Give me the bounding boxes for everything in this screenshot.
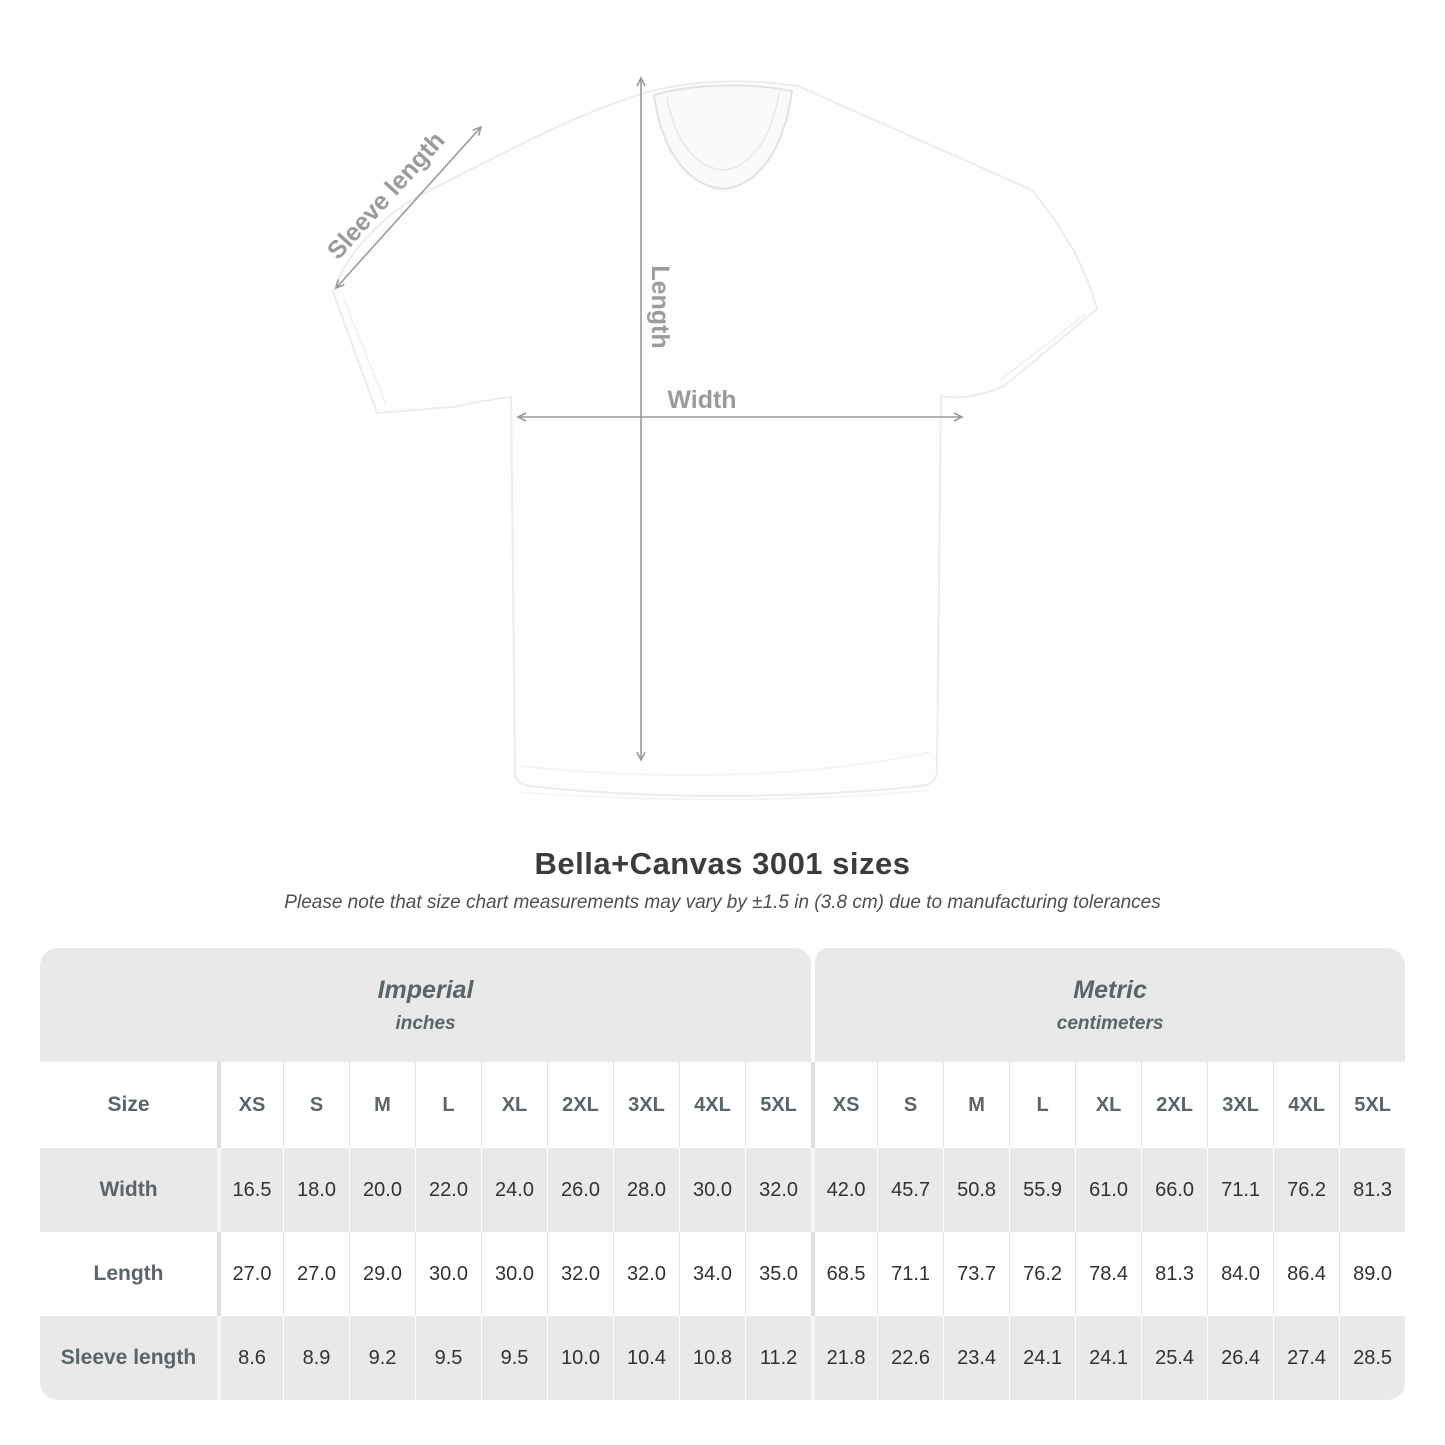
measurement-cell-imperial: 22.0	[415, 1148, 481, 1232]
measurement-cell-metric: 45.7	[877, 1148, 944, 1232]
size-col-header-metric-3xl: 3XL	[1207, 1062, 1274, 1148]
size-col-header-metric-l: L	[1009, 1062, 1076, 1148]
measurement-cell-metric: 76.2	[1009, 1232, 1076, 1316]
measurement-cell-metric: 24.1	[1075, 1316, 1142, 1400]
measurement-cell-metric: 81.3	[1141, 1232, 1208, 1316]
measurement-cell-imperial: 27.0	[283, 1232, 349, 1316]
measurement-cell-metric: 81.3	[1339, 1148, 1406, 1232]
size-col-header-metric-xl: XL	[1075, 1062, 1142, 1148]
measurement-cell-metric: 55.9	[1009, 1148, 1076, 1232]
size-col-header-metric-4xl: 4XL	[1273, 1062, 1340, 1148]
measurement-cell-metric: 71.1	[1207, 1148, 1274, 1232]
length-label: Length	[646, 265, 674, 348]
measurement-cell-imperial: 26.0	[547, 1148, 613, 1232]
measurement-cell-imperial: 32.0	[547, 1232, 613, 1316]
size-col-header-imperial-m: M	[349, 1062, 415, 1148]
size-col-header-imperial-2xl: 2XL	[547, 1062, 613, 1148]
unit-group-title: Metric	[1073, 975, 1147, 1004]
size-table: Imperial inches Metric centimeters Size XS S M L…	[40, 948, 1406, 1400]
measurement-cell-imperial: 30.0	[679, 1148, 745, 1232]
measurement-cell-imperial: 32.0	[613, 1232, 679, 1316]
measurement-cell-imperial: 29.0	[349, 1232, 415, 1316]
size-col-header-metric-m: M	[943, 1062, 1010, 1148]
measurement-cell-imperial: 34.0	[679, 1232, 745, 1316]
size-col-header-imperial-3xl: 3XL	[613, 1062, 679, 1148]
unit-group-metric: Metric centimeters	[811, 948, 1406, 1062]
measurement-cell-metric: 66.0	[1141, 1148, 1208, 1232]
measurement-cell-imperial: 8.9	[283, 1316, 349, 1400]
measurement-cell-metric: 71.1	[877, 1232, 944, 1316]
size-col-header-imperial-xl: XL	[481, 1062, 547, 1148]
size-col-header-imperial-5xl: 5XL	[745, 1062, 812, 1148]
measurement-cell-metric: 73.7	[943, 1232, 1010, 1316]
measurement-cell-metric: 22.6	[877, 1316, 944, 1400]
measurement-cell-imperial: 30.0	[415, 1232, 481, 1316]
tshirt-diagram: Sleeve length Length Width	[321, 76, 1098, 801]
measurement-cell-imperial: 16.5	[217, 1148, 283, 1232]
measurement-cell-imperial: 10.4	[613, 1316, 679, 1400]
measurement-cell-metric: 24.1	[1009, 1316, 1076, 1400]
unit-band-row: Imperial inches Metric centimeters	[40, 948, 1406, 1062]
measurement-cell-metric: 23.4	[943, 1316, 1010, 1400]
measurement-cell-metric: 26.4	[1207, 1316, 1274, 1400]
size-col-header-imperial-l: L	[415, 1062, 481, 1148]
measurement-cell-metric: 61.0	[1075, 1148, 1142, 1232]
measurement-cell-metric: 78.4	[1075, 1232, 1142, 1316]
measurement-cell-metric: 50.8	[943, 1148, 1010, 1232]
table-corner-label: Size	[40, 1062, 217, 1148]
measurement-cell-metric: 68.5	[811, 1232, 878, 1316]
measurement-cell-imperial: 35.0	[745, 1232, 812, 1316]
measurement-cell-metric: 42.0	[811, 1148, 878, 1232]
size-col-header-imperial-s: S	[283, 1062, 349, 1148]
unit-group-title: Imperial	[377, 975, 474, 1004]
collar-shape	[652, 84, 794, 191]
measurement-cell-imperial: 10.0	[547, 1316, 613, 1400]
measurement-row-length: Length 27.0 27.0 29.0 30.0 30.0 32.0 32.0 34.0 35…	[40, 1232, 1406, 1316]
row-label: Width	[40, 1148, 217, 1232]
row-label: Sleeve length	[40, 1316, 217, 1400]
measurement-cell-imperial: 24.0	[481, 1148, 547, 1232]
measurement-row-sleeve-length: Sleeve length 8.6 8.9 9.2 9.5 9.5 10.0 10.4 10.8…	[40, 1316, 1406, 1400]
measurement-cell-imperial: 32.0	[745, 1148, 812, 1232]
measurement-cell-imperial: 30.0	[481, 1232, 547, 1316]
measurement-cell-metric: 84.0	[1207, 1232, 1274, 1316]
size-table-container: Imperial inches Metric centimeters Size XS S M L…	[40, 948, 1406, 1400]
measurement-cell-imperial: 8.6	[217, 1316, 283, 1400]
measurement-cell-imperial: 18.0	[283, 1148, 349, 1232]
unit-group-imperial: Imperial inches	[40, 948, 812, 1062]
size-col-header-metric-5xl: 5XL	[1339, 1062, 1406, 1148]
row-label: Length	[40, 1232, 217, 1316]
measurement-row-width: Width 16.5 18.0 20.0 22.0 24.0 26.0 28.0 30.0 32.…	[40, 1148, 1406, 1232]
measurement-cell-imperial: 10.8	[679, 1316, 745, 1400]
measurement-cell-imperial: 9.5	[415, 1316, 481, 1400]
size-col-header-imperial-4xl: 4XL	[679, 1062, 745, 1148]
width-label: Width	[667, 386, 736, 414]
size-col-header-metric-2xl: 2XL	[1141, 1062, 1208, 1148]
measurement-cell-metric: 86.4	[1273, 1232, 1340, 1316]
tshirt-illustration	[332, 80, 1098, 801]
unit-group-subtitle: inches	[395, 1012, 456, 1034]
measurement-cell-metric: 25.4	[1141, 1316, 1208, 1400]
measurement-cell-metric: 76.2	[1273, 1148, 1340, 1232]
measurement-cell-imperial: 9.5	[481, 1316, 547, 1400]
measurement-cell-imperial: 9.2	[349, 1316, 415, 1400]
page-title: Bella+Canvas 3001 sizes	[534, 846, 911, 881]
measurement-cell-imperial: 27.0	[217, 1232, 283, 1316]
measurement-cell-metric: 21.8	[811, 1316, 878, 1400]
size-header-row: Size XS S M L XL 2XL 3XL 4XL 5XL XS S M L XL 2XL 3XL 4XL 5…	[40, 1062, 1406, 1148]
sleeve-length-arrow	[334, 125, 483, 290]
size-col-header-metric-xs: XS	[811, 1062, 878, 1148]
size-col-header-imperial-xs: XS	[217, 1062, 283, 1148]
unit-group-subtitle: centimeters	[1056, 1012, 1164, 1034]
measurement-cell-imperial: 20.0	[349, 1148, 415, 1232]
measurement-cell-imperial: 28.0	[613, 1148, 679, 1232]
measurement-cell-metric: 27.4	[1273, 1316, 1340, 1400]
measurement-cell-imperial: 11.2	[745, 1316, 812, 1400]
size-note: Please note that size chart measurements…	[284, 892, 1161, 913]
size-col-header-metric-s: S	[877, 1062, 944, 1148]
measurement-cell-metric: 89.0	[1339, 1232, 1406, 1316]
measurement-cell-metric: 28.5	[1339, 1316, 1406, 1400]
